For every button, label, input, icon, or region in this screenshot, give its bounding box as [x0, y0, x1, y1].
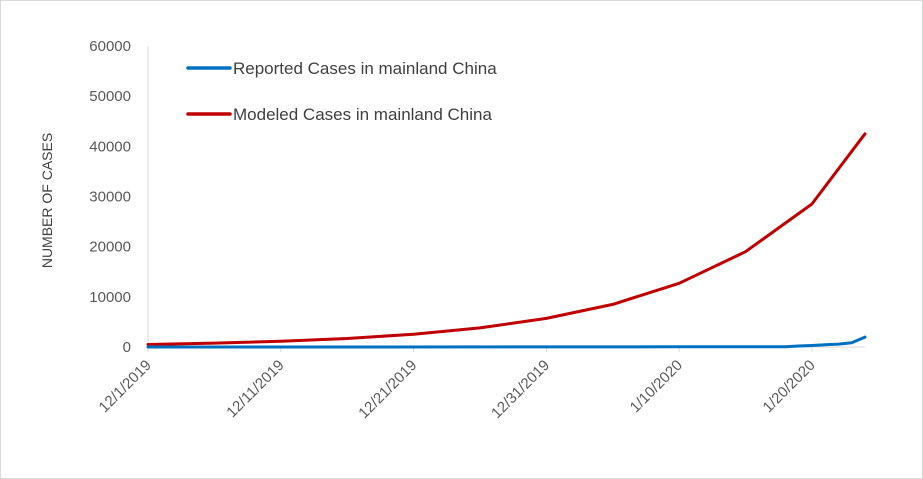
y-tick-label: 60000 [89, 38, 131, 55]
y-tick-label: 10000 [89, 289, 131, 306]
y-tick-label: 20000 [89, 239, 131, 256]
x-tick-label: 1/10/2020 [627, 357, 686, 416]
x-tick-label: 12/1/2019 [96, 357, 155, 416]
series-layer [146, 132, 867, 349]
x-tick-label: 1/20/2020 [760, 357, 819, 416]
x-tick-label: 12/31/2019 [488, 357, 553, 422]
y-axis-label: NUMBER OF CASES [39, 133, 55, 268]
series-line-1 [146, 132, 867, 346]
y-tick-label: 40000 [89, 138, 131, 155]
legend-label-0: Reported Cases in mainland China [233, 59, 497, 78]
y-axis-ticks: 0 10000 20000 30000 40000 50000 60000 [89, 38, 131, 356]
legend-label-1: Modeled Cases in mainland China [233, 105, 492, 124]
y-tick-label: 0 [123, 339, 131, 356]
x-tick-label: 12/11/2019 [223, 357, 287, 421]
y-tick-label: 50000 [89, 88, 131, 105]
x-axis-ticks: 12/1/2019 12/11/2019 12/21/2019 12/31/2019 1… [96, 347, 819, 422]
x-tick-label: 12/21/2019 [355, 357, 420, 422]
legend: Reported Cases in mainland China Modeled … [186, 59, 497, 124]
y-tick-label: 30000 [89, 189, 131, 206]
series-line-0 [146, 335, 867, 349]
